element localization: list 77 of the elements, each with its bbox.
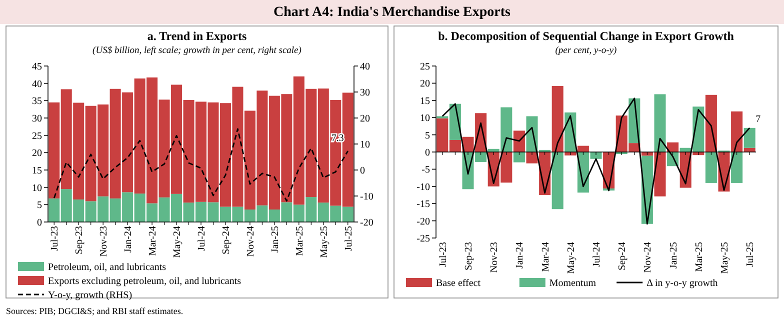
x-tick-label: Sep-24 — [617, 242, 628, 270]
y-tick-label: 45 — [32, 62, 42, 72]
bar — [654, 94, 666, 152]
x-tick-label: Sep-24 — [220, 226, 232, 254]
x-tick-label: Jul-23 — [50, 226, 61, 251]
x-tick-label: Mar-24 — [540, 242, 552, 272]
bar — [513, 152, 525, 162]
legend-label: Exports excluding petroleum, oil, and lubricants — [48, 276, 242, 287]
y-tick-label: 20 — [32, 148, 42, 160]
legend-label: Δ in y-o-y growth — [646, 278, 718, 289]
y-tick-label: 25 — [32, 130, 42, 142]
x-tick-label: Jan-24 — [514, 242, 526, 269]
line-series — [53, 128, 349, 202]
y-tick-label: 30 — [32, 114, 42, 124]
caption: Chart A4: India's Merchandise Exports — [274, 5, 512, 20]
x-tick-label: May-24 — [172, 226, 184, 258]
x-tick-label: Mar-24 — [148, 226, 159, 256]
y-tick-label: 10 — [420, 113, 430, 124]
y-tick-label: 40 — [32, 78, 42, 90]
source-note: Sources: PIB; DGCI&S; and RBI staff estimates. — [6, 306, 184, 316]
y2-tick-label: -20 — [360, 218, 374, 228]
chart-title: b. Decomposition of Sequential Change in Export Growth — [438, 29, 734, 43]
bar — [513, 130, 525, 152]
y-tick-label: 25 — [420, 62, 430, 72]
chart-title: a. Trend in Exports — [147, 29, 248, 43]
y-tick-label: -10 — [416, 182, 430, 193]
x-tick-label: Mar-25 — [294, 226, 306, 256]
chart-subtitle: (per cent, y-o-y) — [555, 46, 617, 56]
chart-subtitle: (US$ billion, left scale; growth in per cent, right scale) — [92, 46, 302, 56]
x-tick-label: Jul-23 — [438, 242, 449, 267]
x-tick-label: May-25 — [720, 242, 730, 274]
y-tick-label: 0 — [425, 148, 430, 158]
y-tick-label: 10 — [32, 182, 42, 194]
y-tick-label: -20 — [416, 216, 430, 228]
x-tick-label: Jan-24 — [123, 226, 134, 253]
bar — [705, 152, 717, 183]
x-tick-label: Jul-25 — [343, 226, 354, 251]
y-tick-label: 15 — [32, 166, 42, 176]
y-tick-label: 0 — [37, 218, 42, 228]
legend-label: Momentum — [549, 278, 596, 289]
x-tick-label: Jan-25 — [668, 242, 680, 269]
x-tick-label: Jul-24 — [196, 226, 208, 251]
x-tick-label: Jul-24 — [592, 242, 602, 267]
y2-tick-label: 10 — [360, 140, 370, 150]
legend-label: Petroleum, oil, and lubricants — [48, 262, 166, 273]
y-tick-label: 20 — [420, 78, 430, 90]
bar — [705, 94, 717, 152]
legend-label: Base effect — [436, 278, 481, 289]
x-tick-label: Mar-25 — [694, 242, 705, 272]
x-tick-label: Jan-25 — [270, 226, 281, 253]
x-tick-label: Jul-25 — [745, 242, 756, 267]
y2-tick-label: -10 — [360, 192, 374, 202]
bar — [731, 152, 743, 183]
y-tick-label: -25 — [416, 234, 430, 244]
y2-tick-label: 40 — [360, 62, 370, 72]
x-tick-label: May-25 — [318, 226, 330, 258]
bar — [552, 152, 564, 210]
y-tick-label: 5 — [425, 130, 430, 142]
bar — [744, 128, 756, 148]
y-tick-label: 5 — [37, 200, 42, 212]
legend-label: Y-o-y, growth (RHS) — [48, 290, 132, 301]
x-tick-label: Sep-23 — [74, 226, 86, 254]
y-tick-label: 35 — [32, 96, 42, 108]
x-tick-label: May-24 — [566, 242, 577, 274]
y2-tick-label: 0 — [360, 166, 365, 176]
y-tick-label: -15 — [416, 199, 430, 210]
bar — [552, 86, 564, 152]
x-tick-label: Sep-23 — [464, 242, 474, 270]
x-tick-label: Nov-24 — [642, 242, 654, 273]
y-tick-label: 15 — [420, 96, 430, 107]
x-tick-label: Nov-24 — [245, 226, 256, 257]
data-label: 7 — [756, 114, 761, 125]
y2-tick-label: 20 — [360, 114, 370, 124]
y-tick-label: -5 — [422, 164, 430, 176]
y2-tick-label: 30 — [360, 88, 370, 98]
x-tick-label: Nov-23 — [489, 242, 500, 273]
x-tick-label: Nov-23 — [98, 226, 110, 257]
